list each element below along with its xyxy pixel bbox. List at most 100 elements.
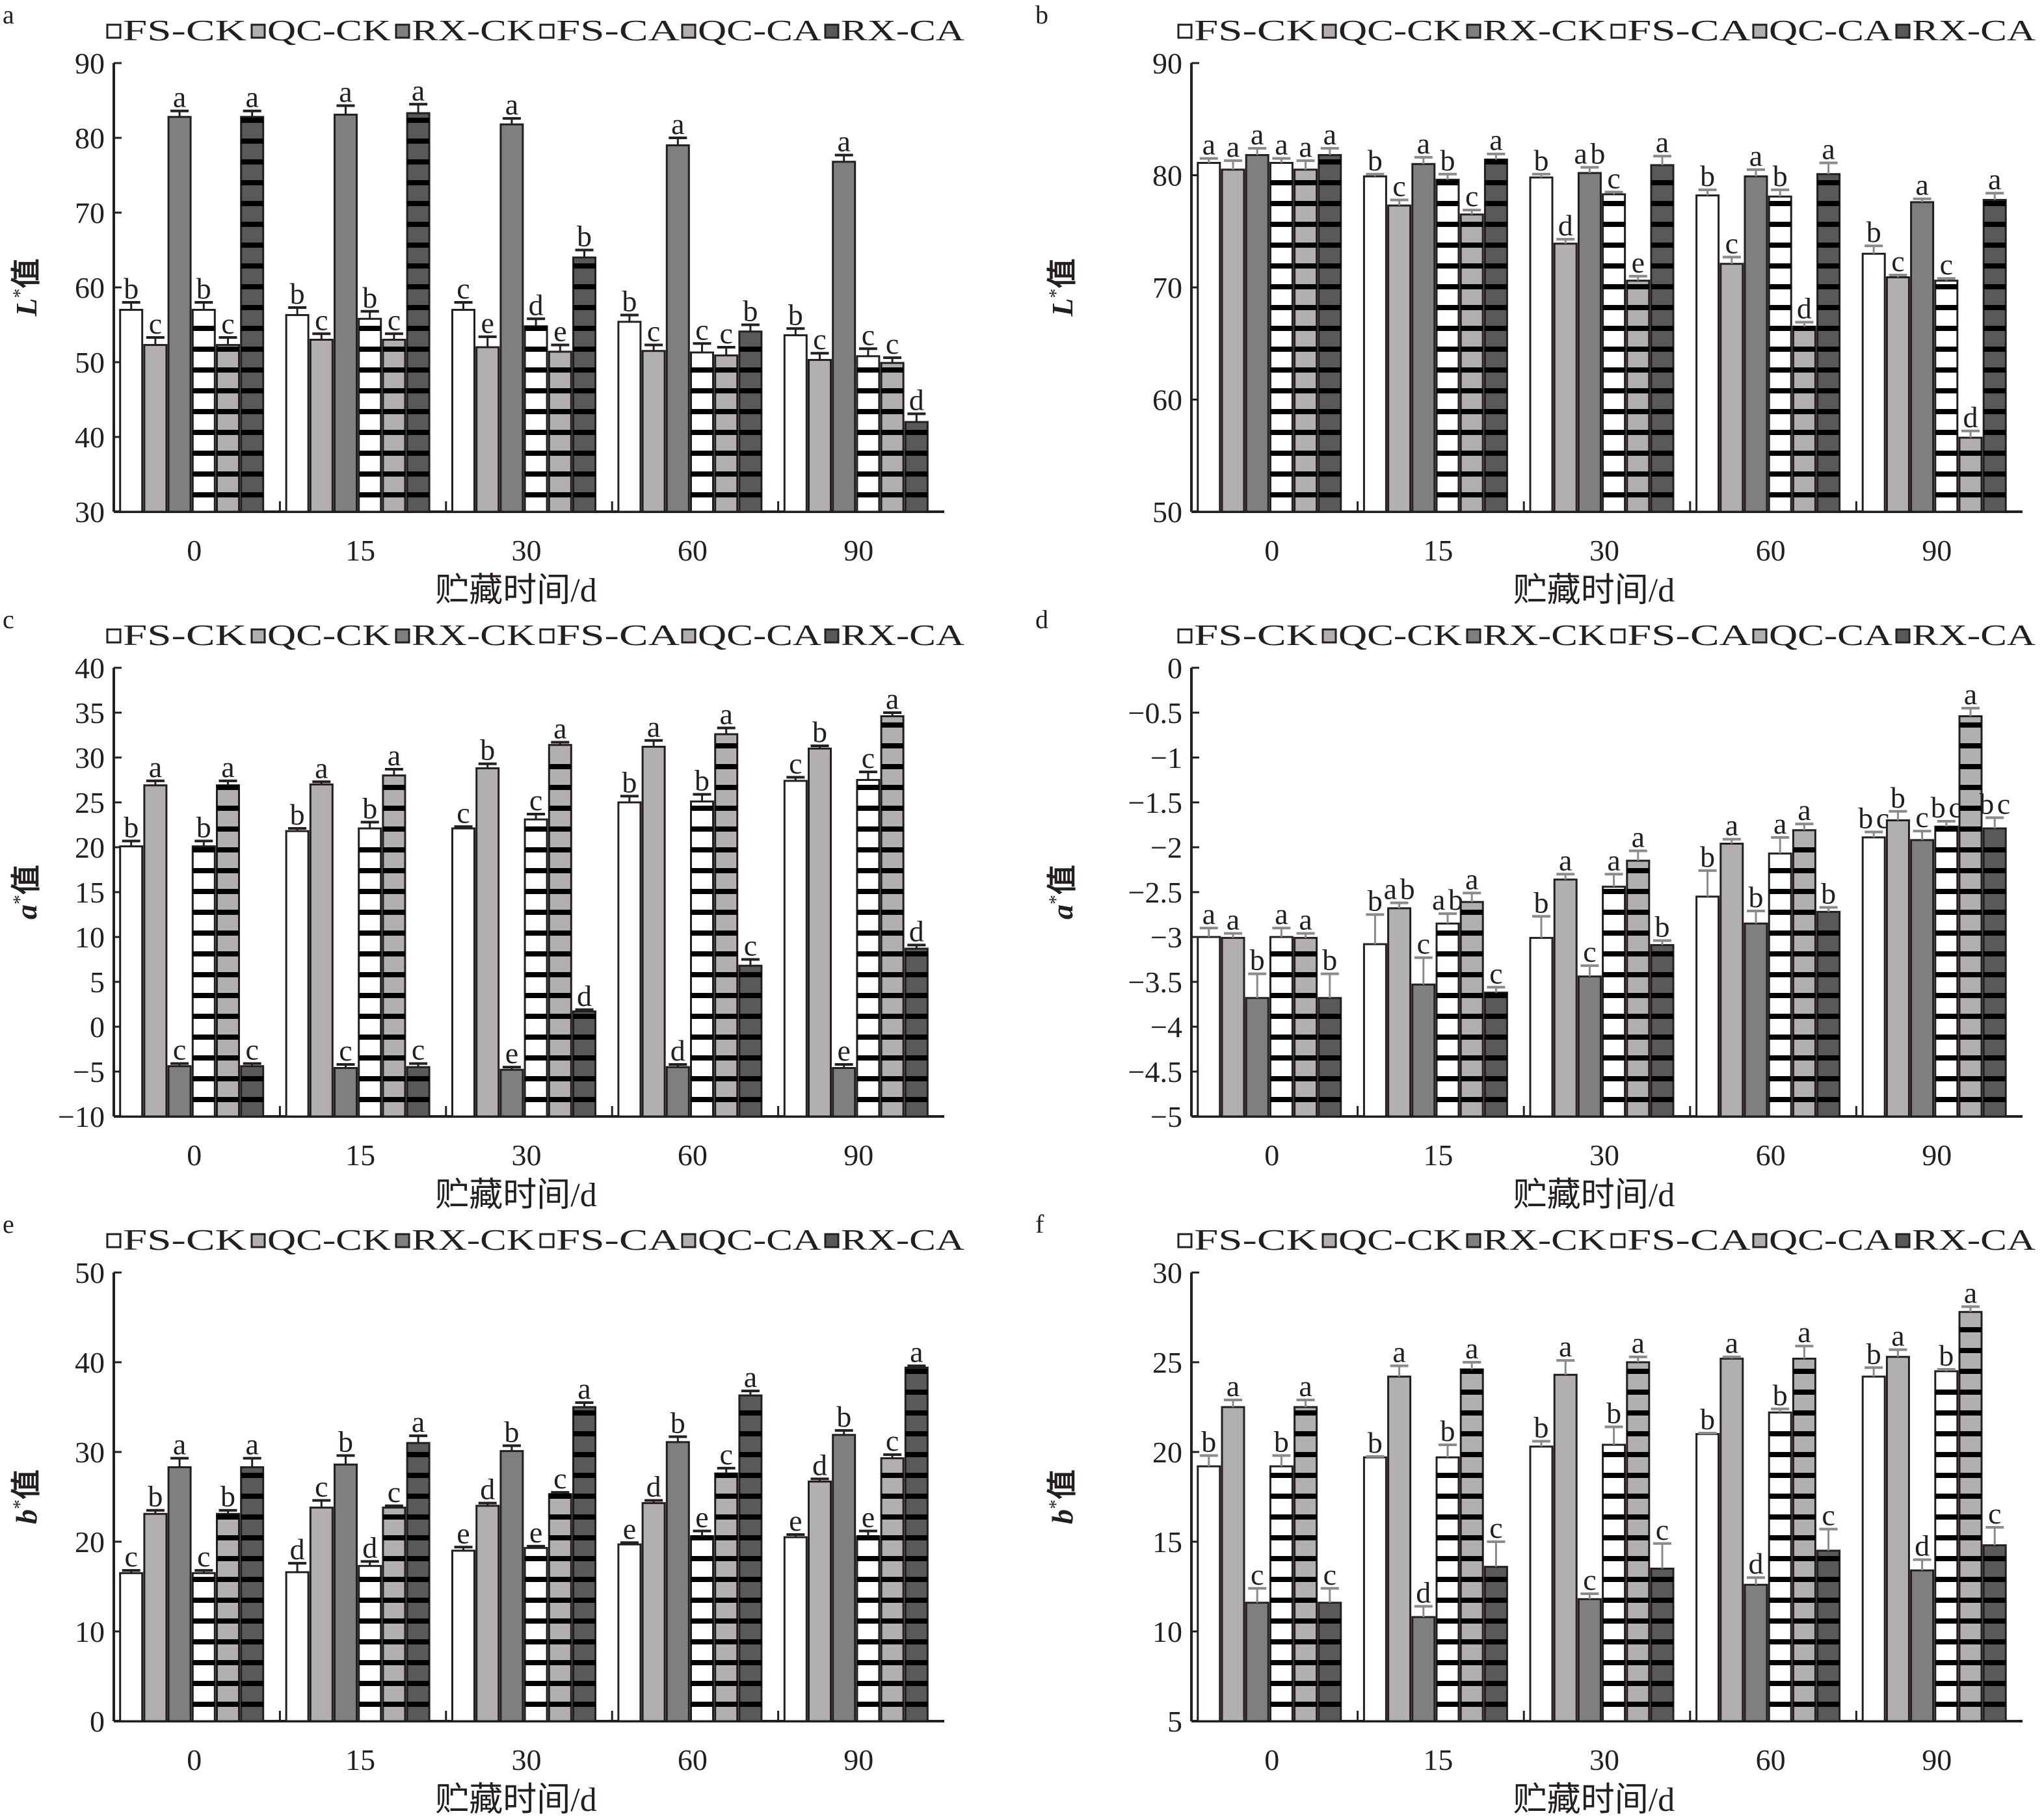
hatch-stripe	[1437, 222, 1459, 227]
hatch-stripe	[1935, 1618, 1958, 1624]
hatch-stripe	[1793, 868, 1816, 873]
bar-hatch	[856, 367, 879, 497]
hatch-stripe	[525, 1618, 548, 1624]
bar-qc-ca-0	[216, 1512, 240, 1722]
hatch-stripe	[192, 1660, 215, 1665]
significance-letter: b	[743, 295, 758, 328]
significance-letter: b	[1749, 880, 1764, 914]
bar-qc-ck-15	[309, 1507, 334, 1722]
significance-letter: c	[789, 746, 802, 780]
hatch-stripe	[1651, 492, 1673, 497]
hatch-stripe	[1602, 910, 1625, 915]
hatch-stripe	[549, 1618, 572, 1624]
hatch-stripe	[382, 806, 405, 811]
bar-fs-ca-90	[856, 1535, 881, 1722]
hatch-stripe	[1935, 951, 1958, 956]
hatch-stripe	[1626, 1598, 1649, 1603]
significance-letter: b	[338, 1425, 353, 1458]
hatch-stripe	[1437, 471, 1459, 477]
y-axis-unit: 值	[10, 865, 43, 895]
hatch-stripe	[715, 785, 737, 790]
significance-letter: b	[1700, 159, 1715, 192]
hatch-stripe	[1318, 430, 1341, 435]
hatch-stripe	[1935, 492, 1958, 497]
hatch-stripe	[1461, 1014, 1483, 1019]
hatch-stripe	[573, 409, 596, 414]
bar-rx-ca-30	[1650, 943, 1675, 1118]
hatch-stripe	[1318, 347, 1341, 352]
hatch-stripe	[217, 1097, 239, 1102]
bar-hatch	[1769, 868, 1792, 1102]
hatch-stripe	[1602, 930, 1625, 936]
hatch-stripe	[1793, 326, 1816, 331]
hatch-stripe	[358, 430, 381, 435]
hatch-stripe	[1270, 388, 1293, 393]
hatch-stripe	[1769, 1035, 1792, 1040]
hatch-stripe	[382, 347, 405, 352]
hatch-stripe	[407, 138, 430, 144]
hatch-stripe	[241, 1076, 263, 1081]
hatch-stripe	[1485, 1577, 1507, 1582]
hatch-stripe	[241, 243, 263, 248]
bar-hatch	[1485, 993, 1507, 1102]
hatch-stripe	[715, 367, 737, 373]
hatch-stripe	[382, 826, 405, 832]
hatch-stripe	[1935, 1014, 1958, 1019]
hatch-stripe	[1461, 326, 1483, 331]
hatch-stripe	[1817, 471, 1840, 477]
significance-letter: b	[1201, 1425, 1216, 1458]
significance-letter: d	[812, 1448, 827, 1481]
hatch-stripe	[1461, 1598, 1483, 1603]
hatch-stripe	[407, 492, 430, 497]
hatch-stripe	[1817, 951, 1840, 956]
significance-letter: c	[886, 327, 899, 360]
hatch-stripe	[1461, 1369, 1483, 1374]
hatch-stripe	[1793, 1618, 1816, 1624]
hatch-stripe	[217, 347, 239, 352]
y-tick-label: 20	[75, 1525, 105, 1559]
hatch-stripe	[241, 1660, 263, 1665]
hatch-stripe	[1485, 243, 1507, 248]
bar-hatch	[1793, 326, 1816, 497]
significance-letter: b	[196, 810, 211, 843]
hatch-stripe	[1817, 1076, 1840, 1081]
x-tick-label: 30	[512, 1743, 542, 1776]
y-tick-label: 50	[75, 1256, 105, 1289]
hatch-stripe	[573, 1514, 596, 1520]
bar-rx-ck-30	[499, 1068, 524, 1118]
legend-label-fs-ca: FS-CA	[556, 618, 680, 652]
bar-fs-ck-15	[1362, 1456, 1387, 1722]
significance-letter: a	[1559, 843, 1572, 877]
y-tick-label: 70	[75, 196, 105, 230]
hatch-stripe	[217, 1639, 239, 1644]
hatch-stripe	[549, 764, 572, 769]
x-tick-label: 15	[345, 534, 375, 567]
significance-letter: b	[362, 281, 377, 314]
hatch-stripe	[1769, 1055, 1792, 1061]
hatch-stripe	[1793, 1535, 1816, 1540]
hatch-stripe	[1294, 388, 1317, 393]
x-tick-label: 15	[1423, 1139, 1453, 1172]
hatch-stripe	[1626, 1410, 1649, 1416]
bar-hatch	[1626, 868, 1649, 1102]
hatch-stripe	[549, 409, 572, 414]
hatch-stripe	[881, 722, 904, 728]
significance-letter: c	[221, 307, 234, 340]
bar-hatch	[881, 367, 904, 497]
bar-hatch	[1270, 180, 1293, 497]
hatch-stripe	[1626, 868, 1649, 873]
hatch-stripe	[881, 1535, 904, 1540]
legend: FS-CK QC-CK RX-CK FS-CA QC-CA RX-CA	[1177, 1223, 2036, 1256]
hatch-stripe	[715, 847, 737, 852]
y-tick-label: −2	[1150, 831, 1182, 864]
x-tick-label: 0	[187, 1743, 202, 1776]
hatch-stripe	[1437, 1577, 1459, 1582]
hatch-stripe	[192, 1639, 215, 1644]
hatch-stripe	[1270, 1598, 1293, 1603]
hatch-stripe	[856, 806, 879, 811]
hatch-stripe	[573, 1097, 596, 1102]
hatch-stripe	[691, 451, 713, 456]
hatch-stripe	[1294, 305, 1317, 310]
hatch-stripe	[1793, 367, 1816, 373]
hatch-stripe	[1602, 367, 1625, 373]
